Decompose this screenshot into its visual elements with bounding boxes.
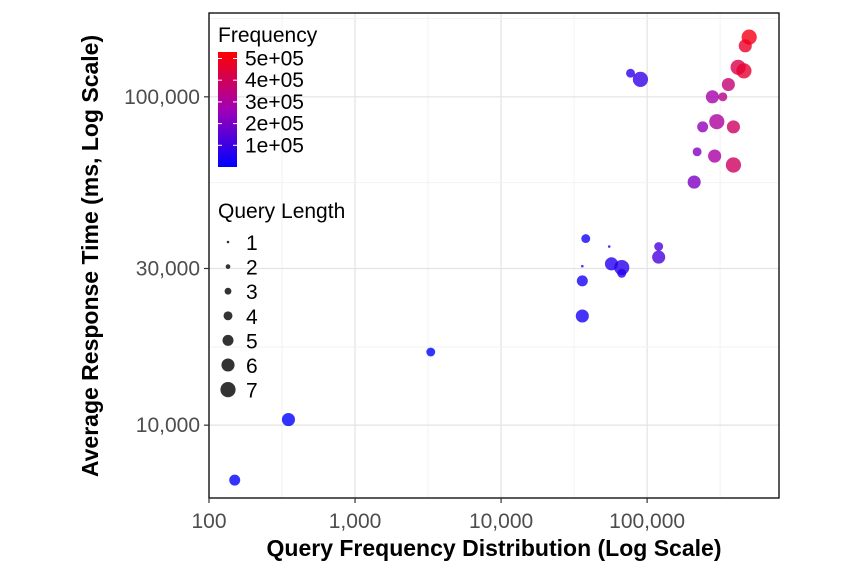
data-point <box>626 68 635 78</box>
data-point <box>741 29 757 45</box>
size-legend-label: 7 <box>246 380 258 403</box>
size-legend-key <box>222 334 234 346</box>
data-point <box>229 474 241 486</box>
size-legend-label: 5 <box>246 330 258 353</box>
data-points <box>229 29 757 486</box>
data-point <box>705 90 719 104</box>
data-point <box>654 242 664 251</box>
size-legend-key <box>220 382 236 398</box>
data-point <box>721 77 735 92</box>
size-legend-key <box>223 311 233 321</box>
data-point <box>708 149 722 163</box>
data-point <box>687 175 701 189</box>
color-legend-bar <box>218 52 237 167</box>
x-tick-label: 1,000 <box>329 510 382 533</box>
data-point <box>652 250 666 264</box>
data-point <box>281 413 296 427</box>
size-legend-label: 1 <box>246 232 258 255</box>
x-axis-ticks: 100 1,000 10,000 100,000 <box>191 498 685 533</box>
color-legend-label: 4e+05 <box>245 69 304 92</box>
y-tick-label: 30,000 <box>136 257 200 280</box>
data-point <box>426 347 436 357</box>
data-point <box>725 157 742 173</box>
x-tick-label: 10,000 <box>469 510 533 533</box>
data-point <box>581 264 584 268</box>
data-point <box>607 245 611 248</box>
data-point <box>697 121 709 133</box>
data-point <box>617 268 627 278</box>
size-legend-key <box>224 287 232 295</box>
data-point <box>709 114 725 130</box>
x-tick-label: 100 <box>191 510 226 533</box>
data-point <box>692 147 702 157</box>
size-legend-title: Query Length <box>218 200 345 223</box>
size-legend-key <box>226 240 230 244</box>
color-legend-label: 1e+05 <box>245 134 304 157</box>
data-point <box>575 309 589 323</box>
size-legend-label: 2 <box>246 257 258 280</box>
size-legend-label: 3 <box>246 281 258 304</box>
data-point <box>726 120 740 134</box>
color-legend-label: 2e+05 <box>245 113 304 136</box>
x-tick-label: 100,000 <box>609 510 685 533</box>
data-point <box>576 275 588 287</box>
y-axis-ticks: 10,000 30,000 100,000 <box>124 86 209 437</box>
data-point <box>581 234 591 244</box>
y-tick-label: 10,000 <box>136 414 200 437</box>
y-axis-title: Average Response Time (ms, Log Scale) <box>77 35 103 477</box>
y-tick-label: 100,000 <box>124 86 200 109</box>
x-axis-title: Query Frequency Distribution (Log Scale) <box>267 535 722 561</box>
plot-border <box>208 12 780 499</box>
size-legend-key <box>221 358 235 372</box>
size-legend-label: 4 <box>246 306 258 329</box>
color-legend-label: 5e+05 <box>245 48 304 71</box>
color-legend-title: Frequency <box>218 24 318 47</box>
data-point <box>718 92 728 102</box>
data-point <box>632 71 649 87</box>
size-legend-key <box>225 264 231 269</box>
size-legend-label: 6 <box>246 355 258 378</box>
data-point <box>736 63 752 79</box>
grid-lines <box>208 13 779 498</box>
color-legend-label: 3e+05 <box>245 91 304 114</box>
